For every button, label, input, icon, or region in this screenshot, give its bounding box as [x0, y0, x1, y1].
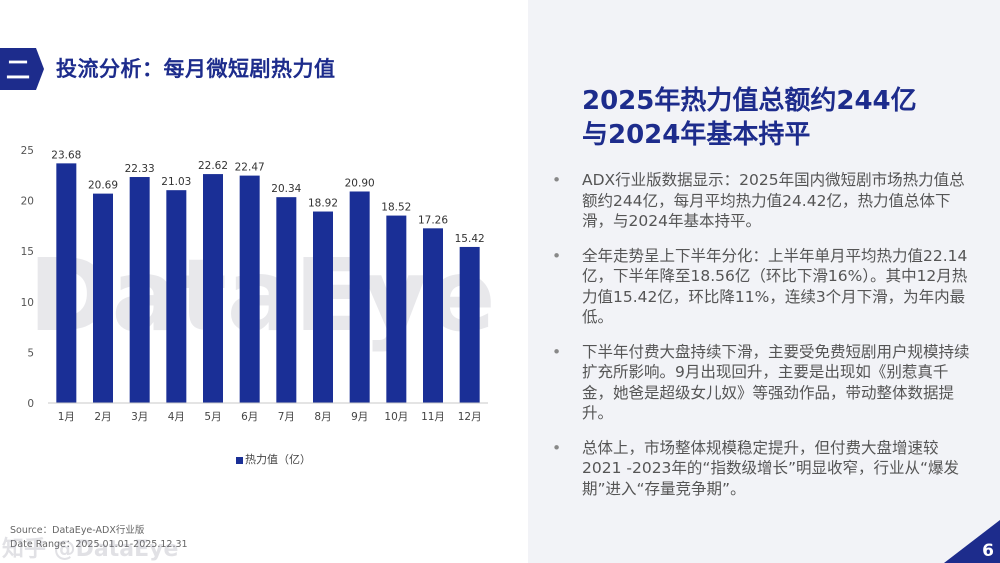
bar-value-label: 20.69 — [88, 180, 118, 192]
bottom-watermark: 知乎 @DataEye — [2, 537, 179, 562]
bar — [239, 175, 260, 403]
bullet-item: • 全年走势呈上下半年分化：上半年单月平均热力值22.14亿，下半年降至18.56… — [552, 246, 972, 328]
bullet-text: 总体上，市场整体规模稳定提升，但付费大盘增速较2021 -2023年的“指数级增… — [582, 438, 960, 498]
page-number-corner: 6 — [944, 520, 1000, 563]
headline: 2025年热力值总额约244亿 与2024年基本持平 — [582, 84, 982, 152]
bar — [276, 197, 297, 403]
bar-value-label: 22.62 — [198, 160, 228, 172]
bar-value-label: 21.03 — [161, 176, 191, 188]
bar — [459, 246, 480, 403]
legend-label: 热力值（亿） — [245, 453, 311, 466]
bullet-list: • ADX行业版数据显示：2025年国内微短剧市场热力值总额约244亿，每月平均热… — [552, 170, 972, 513]
bullet-marker: • — [552, 246, 562, 265]
x-tick-label: 2月 — [94, 411, 111, 423]
x-tick-label: 7月 — [278, 411, 295, 423]
section-badge: 二 — [0, 48, 44, 90]
y-tick-label: 5 — [27, 347, 34, 359]
y-tick-label: 20 — [21, 196, 34, 208]
bullet-item: • 总体上，市场整体规模稳定提升，但付费大盘增速较2021 -2023年的“指数级… — [552, 438, 972, 500]
bar — [56, 163, 77, 403]
bar-value-label: 18.52 — [381, 202, 411, 214]
bullet-marker: • — [552, 342, 562, 361]
bullet-text: ADX行业版数据显示：2025年国内微短剧市场热力值总额约244亿，每月平均热力… — [582, 171, 965, 230]
headline-line-1: 2025年热力值总额约244亿 — [582, 86, 917, 116]
bar — [423, 228, 443, 403]
x-tick-label: 3月 — [131, 411, 148, 423]
x-tick-label: 4月 — [168, 411, 185, 423]
x-tick-label: 10月 — [384, 411, 408, 423]
bullet-item: • ADX行业版数据显示：2025年国内微短剧市场热力值总额约244亿，每月平均热… — [552, 170, 972, 232]
bullet-item: • 下半年付费大盘持续下滑，主要受免费短剧用户规模持续扩充所影响。9月出现回升，主… — [552, 342, 972, 424]
x-tick-label: 9月 — [351, 411, 368, 423]
bar-value-label: 20.34 — [271, 183, 301, 195]
headline-line-2: 与2024年基本持平 — [582, 120, 811, 150]
x-tick-label: 5月 — [204, 411, 221, 423]
bullet-text: 下半年付费大盘持续下滑，主要受免费短剧用户规模持续扩充所影响。9月出现回升，主要… — [582, 342, 970, 423]
bar — [203, 174, 223, 403]
bullet-marker: • — [552, 438, 562, 457]
bullet-text: 全年走势呈上下半年分化：上半年单月平均热力值22.14亿，下半年降至18.56亿… — [582, 246, 968, 327]
legend-swatch — [236, 456, 243, 464]
bullet-marker: • — [552, 171, 562, 189]
bar-value-label: 18.92 — [308, 198, 338, 210]
x-tick-label: 8月 — [314, 411, 331, 423]
section-title: 投流分析：每月微短剧热力值 — [56, 57, 336, 81]
x-tick-label: 6月 — [241, 411, 258, 423]
y-tick-label: 10 — [21, 297, 34, 309]
section-badge-text: 二 — [6, 56, 30, 84]
bar — [313, 211, 333, 403]
bar — [129, 177, 150, 403]
legend: 热力值（亿） — [236, 451, 311, 467]
bar — [386, 215, 407, 403]
bars: 23.68 20.69 22.33 21.03 22.62 22.47 20.34 18.92… — [51, 149, 485, 403]
y-tick-label: 0 — [27, 398, 34, 410]
right-panel — [528, 0, 1000, 563]
y-tick-label: 25 — [21, 145, 34, 157]
bar-value-label: 15.42 — [455, 233, 485, 245]
x-tick-label: 12月 — [458, 411, 482, 423]
bar-value-label: 17.26 — [418, 214, 448, 226]
bar — [166, 190, 187, 403]
y-axis: 0 5 10 15 20 25 — [21, 145, 34, 410]
source-note: Source：DataEye-ADX行业版 Date Range：2025.01… — [10, 524, 188, 552]
bar-value-label: 20.90 — [345, 177, 375, 189]
source-line: Source：DataEye-ADX行业版 — [10, 525, 145, 536]
bar-value-label: 22.33 — [125, 163, 155, 175]
bar — [93, 193, 113, 403]
bar-value-label: 22.47 — [235, 162, 265, 174]
x-tick-label: 1月 — [58, 411, 75, 423]
page-number: 6 — [982, 541, 994, 561]
x-axis: 1月 2月 3月 4月 5月 6月 7月 8月 9月 10月 11月 12月 — [48, 402, 488, 423]
bar — [349, 191, 370, 403]
x-tick-label: 11月 — [421, 411, 445, 423]
date-range-line: Date Range：2025.01.01-2025.12.31 — [10, 539, 188, 550]
bar-value-label: 23.68 — [51, 149, 81, 161]
y-tick-label: 15 — [21, 246, 34, 258]
